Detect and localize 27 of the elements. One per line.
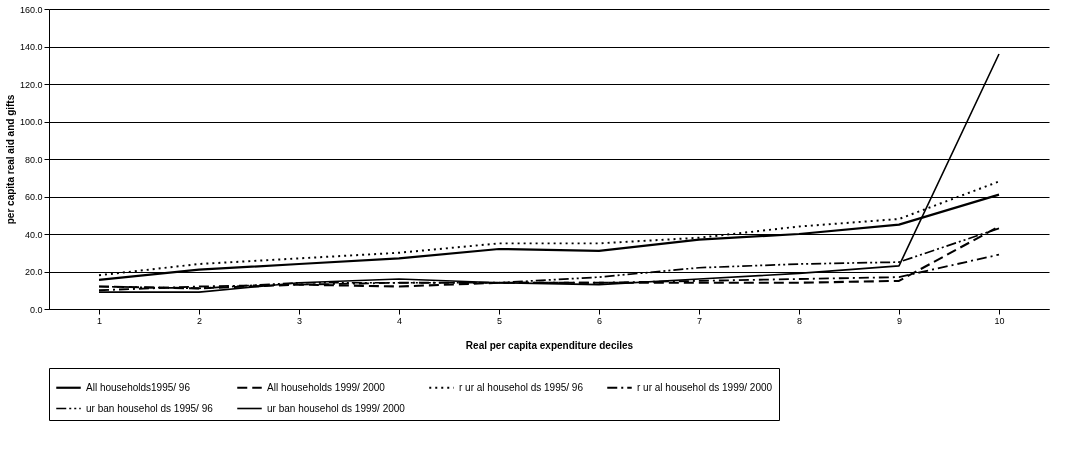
x-tick-label: 5 [496, 315, 503, 326]
x-tick-label: 2 [196, 315, 203, 326]
x-tick-label: 1 [96, 315, 103, 326]
x-tick-label: 9 [896, 315, 903, 326]
legend-label: ur ban househol ds 1999/ 2000 [267, 402, 406, 414]
legend-label: ur ban househol ds 1995/ 96 [86, 402, 214, 414]
x-tick-label: 7 [696, 315, 703, 326]
y-tick-label: 100.0 [19, 117, 43, 127]
x-tick-label: 8 [796, 315, 803, 326]
y-tick-label: 60.0 [24, 192, 43, 202]
legend-label: All households1995/ 96 [86, 381, 191, 393]
legend-label: r ur al househol ds 1999/ 2000 [637, 381, 773, 393]
y-tick-label: 120.0 [19, 79, 43, 90]
y-tick-label: 160.0 [19, 4, 43, 15]
y-tick-label: 140.0 [19, 42, 43, 52]
y-tick-label: 20.0 [24, 267, 43, 277]
x-tick-label: 3 [296, 315, 303, 326]
legend-label: All households 1999/ 2000 [267, 381, 386, 393]
x-tick-label: 6 [596, 315, 603, 326]
x-tick-label: 10 [994, 315, 1005, 326]
y-tick-label: 0.0 [29, 304, 43, 315]
y-tick-label: 40.0 [24, 229, 43, 240]
x-axis-title: Real per capita expenditure deciles [465, 339, 634, 351]
legend-label: r ur al househol ds 1995/ 96 [459, 381, 584, 393]
y-tick-label: 80.0 [24, 154, 43, 165]
x-tick-label: 4 [396, 315, 403, 326]
y-axis-title: per capita real aid and gifts [4, 94, 16, 225]
